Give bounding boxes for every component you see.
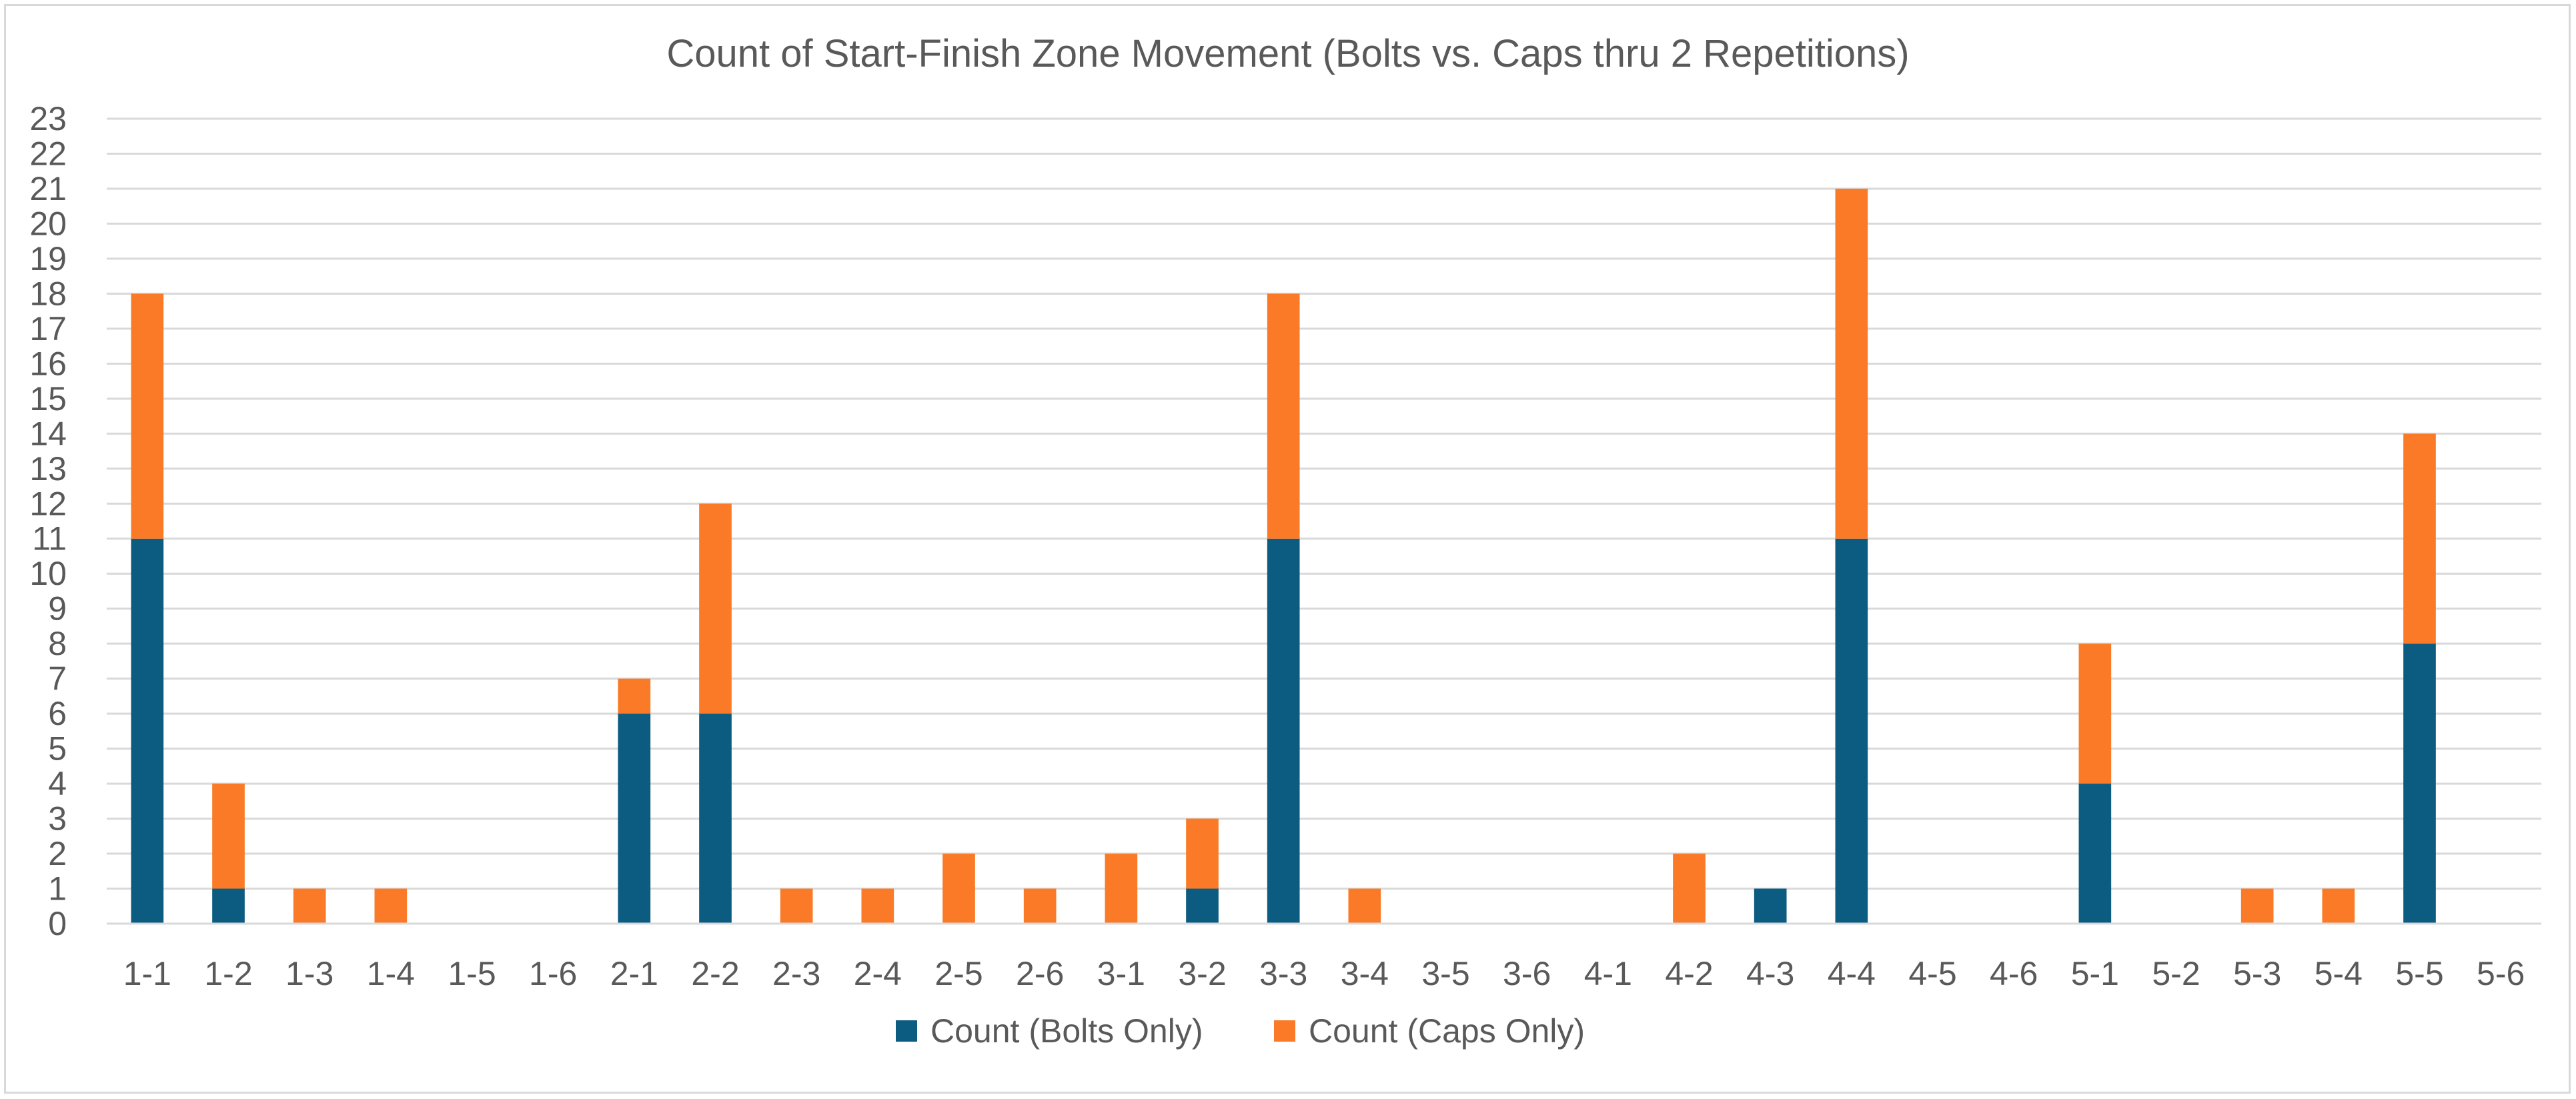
bar-caps-1-1 (131, 293, 164, 539)
bar-caps-3-2 (1186, 818, 1219, 889)
y-tick-label: 10 (29, 555, 67, 592)
y-tick-label: 17 (29, 310, 67, 347)
x-tick-label: 4-1 (1584, 955, 1632, 992)
x-tick-label: 5-3 (2233, 955, 2281, 992)
legend-swatch-caps (1274, 1020, 1295, 1042)
bar-caps-3-3 (1267, 293, 1300, 539)
x-tick-label: 2-3 (772, 955, 820, 992)
y-tick-label: 23 (29, 100, 67, 137)
x-tick-label: 1-4 (367, 955, 415, 992)
x-tick-label: 1-3 (285, 955, 334, 992)
bar-bolts-3-3 (1267, 538, 1300, 924)
bar-caps-2-1 (618, 678, 651, 714)
x-tick-label: 5-1 (2071, 955, 2119, 992)
bar-caps-2-2 (699, 503, 732, 714)
legend-swatch-bolts (896, 1020, 917, 1042)
x-tick-label: 5-4 (2315, 955, 2363, 992)
bar-caps-5-1 (2078, 644, 2112, 784)
y-tick-label: 0 (48, 905, 67, 942)
bar-caps-2-4 (861, 888, 894, 924)
bar-caps-3-4 (1348, 888, 1381, 924)
x-tick-label: 2-5 (934, 955, 983, 992)
y-tick-label: 7 (48, 660, 67, 698)
bar-caps-2-6 (1023, 888, 1057, 924)
x-tick-label: 3-3 (1259, 955, 1307, 992)
bar-caps-4-4 (1835, 188, 1868, 539)
x-tick-label: 4-6 (1990, 955, 2038, 992)
x-tick-label: 1-6 (529, 955, 577, 992)
bar-caps-2-3 (780, 888, 813, 924)
x-tick-label: 5-2 (2152, 955, 2200, 992)
x-tick-label: 4-5 (1908, 955, 1956, 992)
bar-caps-4-2 (1673, 854, 1706, 924)
bar-bolts-3-2 (1186, 888, 1219, 924)
y-tick-label: 12 (29, 485, 67, 522)
bars (131, 188, 2436, 924)
bar-bolts-5-5 (2403, 644, 2436, 924)
y-tick-label: 3 (48, 800, 67, 838)
bar-caps-1-3 (293, 888, 326, 924)
bar-bolts-4-3 (1754, 888, 1787, 924)
y-tick-label: 14 (29, 415, 67, 452)
bar-bolts-2-1 (618, 714, 651, 924)
y-tick-label: 22 (29, 135, 67, 172)
y-tick-label: 4 (48, 765, 67, 802)
x-tick-label: 3-2 (1178, 955, 1226, 992)
bar-bolts-5-1 (2078, 784, 2112, 924)
x-tick-label: 2-1 (610, 955, 658, 992)
y-tick-label: 20 (29, 205, 67, 242)
x-tick-label: 2-4 (854, 955, 902, 992)
chart-title: Count of Start-Finish Zone Movement (Bol… (666, 32, 1909, 75)
x-tick-label: 5-5 (2395, 955, 2443, 992)
legend: Count (Bolts Only) Count (Caps Only) (896, 1012, 1585, 1050)
x-tick-label: 1-5 (448, 955, 496, 992)
y-tick-label: 8 (48, 625, 67, 662)
y-tick-label: 18 (29, 275, 67, 312)
y-tick-label: 6 (48, 695, 67, 732)
x-tick-label: 4-2 (1665, 955, 1713, 992)
x-tick-label: 2-2 (691, 955, 739, 992)
bar-bolts-1-2 (212, 888, 245, 924)
bar-caps-2-5 (942, 854, 975, 924)
x-tick-label: 5-6 (2477, 955, 2525, 992)
y-tick-label: 15 (29, 380, 67, 417)
x-tick-label: 4-3 (1746, 955, 1794, 992)
bar-bolts-4-4 (1835, 538, 1868, 924)
bar-bolts-2-2 (699, 714, 732, 924)
x-tick-label: 1-1 (123, 955, 171, 992)
y-tick-label: 11 (32, 520, 67, 558)
y-tick-label: 16 (29, 345, 67, 382)
y-tick-label: 9 (48, 590, 67, 628)
bar-caps-1-2 (212, 784, 245, 889)
x-tick-label: 3-1 (1097, 955, 1145, 992)
bar-caps-1-4 (374, 888, 408, 924)
bar-caps-3-1 (1105, 854, 1138, 924)
legend-label-bolts: Count (Bolts Only) (930, 1012, 1203, 1050)
y-tick-label: 13 (29, 450, 67, 487)
legend-label-caps: Count (Caps Only) (1309, 1012, 1585, 1050)
bar-caps-5-3 (2240, 888, 2274, 924)
y-tick-label: 19 (29, 240, 67, 277)
bar-caps-5-5 (2403, 433, 2436, 644)
bar-caps-5-4 (2322, 888, 2355, 924)
y-tick-label: 1 (48, 870, 67, 908)
x-tick-label: 2-6 (1016, 955, 1064, 992)
y-tick-label: 2 (48, 835, 67, 872)
bar-bolts-1-1 (131, 538, 164, 924)
x-tick-label: 3-5 (1421, 955, 1469, 992)
x-tick-label: 1-2 (204, 955, 252, 992)
y-tick-label: 21 (29, 170, 67, 207)
x-tick-label: 3-6 (1503, 955, 1551, 992)
gridlines (107, 117, 2541, 890)
x-axis-ticks: 1-1 1-2 1-3 1-4 1-5 1-6 2-1 2-2 2-3 2-4 2-5 2-6 3-1 3… (123, 955, 2525, 992)
y-tick-label: 5 (48, 730, 67, 768)
x-tick-label: 4-4 (1828, 955, 1876, 992)
x-tick-label: 3-4 (1341, 955, 1389, 992)
